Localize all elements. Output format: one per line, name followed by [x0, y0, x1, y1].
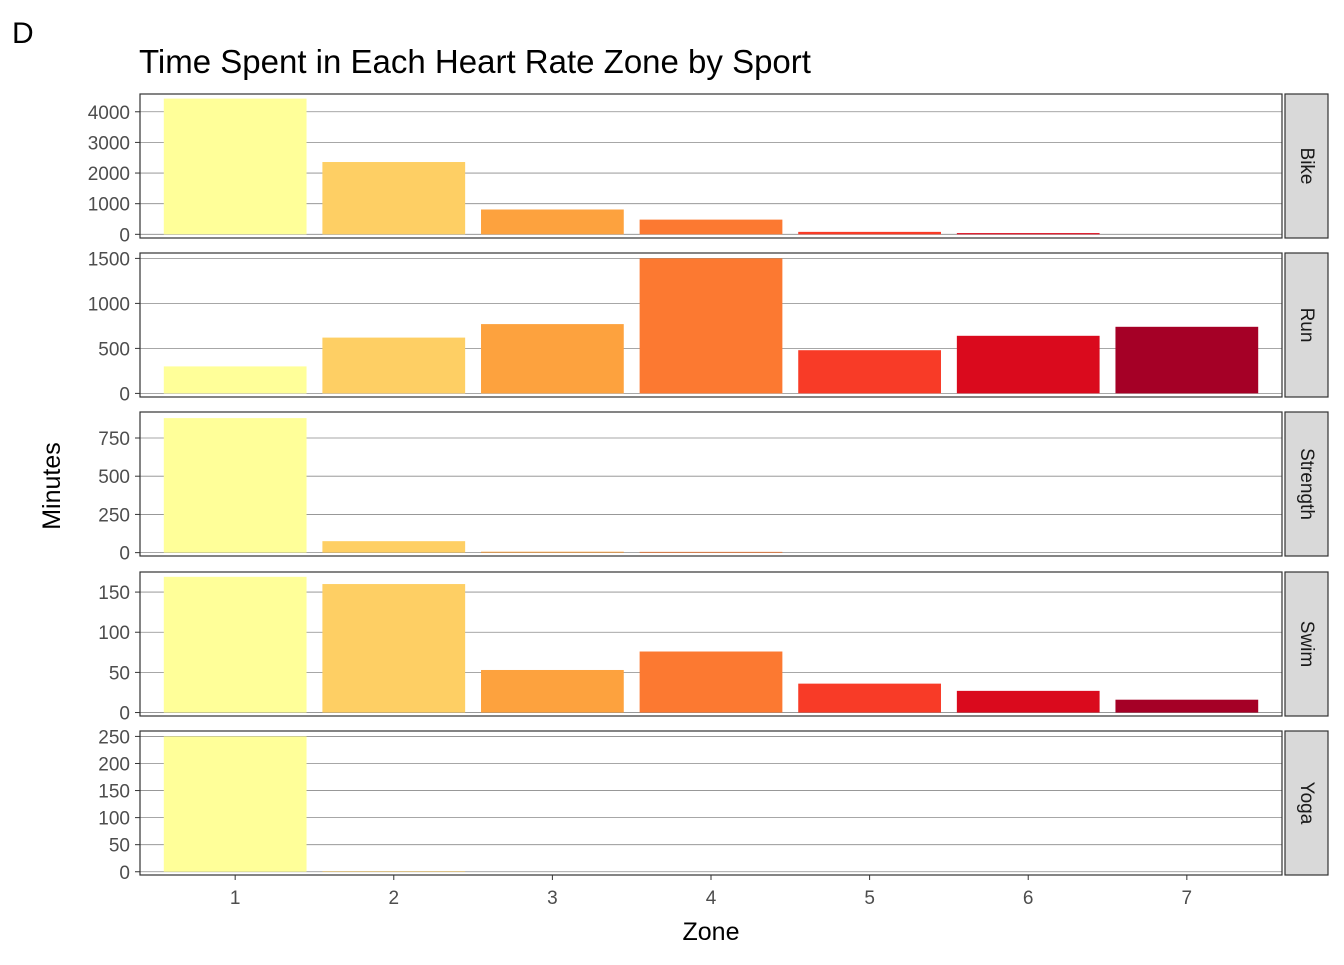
- y-tick-label: 750: [98, 429, 130, 450]
- facet-strip-label: Yoga: [1296, 782, 1317, 825]
- y-tick-label: 500: [98, 467, 130, 488]
- bar-run-zone-5: [798, 350, 941, 393]
- panel-background: [140, 731, 1282, 875]
- x-axis: 1 2 3 4 5 6 7: [230, 875, 1192, 909]
- bar-run-zone-4: [640, 258, 783, 393]
- y-tick-label: 4000: [88, 103, 130, 124]
- y-tick-label: 0: [119, 384, 130, 405]
- x-axis-title: Zone: [683, 918, 740, 946]
- x-tick-label: 5: [864, 888, 875, 909]
- bar-run-zone-3: [481, 324, 624, 393]
- y-tick-label: 150: [98, 782, 130, 803]
- y-tick-label: 250: [98, 505, 130, 526]
- x-tick-label: 2: [388, 888, 399, 909]
- facet-panel-swim: 0 50 100 150 Swim: [98, 572, 1328, 725]
- chart-title: Time Spent in Each Heart Rate Zone by Sp…: [139, 43, 811, 80]
- bar-bike-zone-6: [957, 233, 1100, 234]
- y-tick-label: 1500: [88, 249, 130, 270]
- bar-swim-zone-1: [164, 577, 307, 713]
- facet-panel-strength: 0 250 500 750 Strength: [98, 412, 1328, 565]
- y-tick-label: 0: [119, 544, 130, 565]
- x-tick-label: 6: [1023, 888, 1034, 909]
- bar-swim-zone-3: [481, 670, 624, 713]
- facet-strip-label: Swim: [1296, 621, 1317, 667]
- y-tick-label: 200: [98, 754, 130, 775]
- bar-bike-zone-5: [798, 232, 941, 234]
- bar-swim-zone-7: [1115, 700, 1258, 713]
- y-axis-title: Minutes: [38, 442, 66, 530]
- y-tick-label: 0: [119, 704, 130, 725]
- bar-bike-zone-4: [640, 220, 783, 235]
- panel-background: [140, 412, 1282, 556]
- bar-bike-zone-3: [481, 210, 624, 235]
- panel-tag: D: [12, 17, 34, 50]
- panel-background: [140, 94, 1282, 238]
- bar-swim-zone-6: [957, 691, 1100, 713]
- y-tick-label: 0: [119, 863, 130, 884]
- bar-strength-zone-4: [640, 552, 783, 553]
- bar-run-zone-7: [1115, 327, 1258, 394]
- y-tick-label: 1000: [88, 195, 130, 216]
- bar-strength-zone-3: [481, 552, 624, 553]
- bar-swim-zone-4: [640, 652, 783, 713]
- y-tick-label: 50: [109, 836, 130, 857]
- x-tick-label: 4: [706, 888, 717, 909]
- bar-yoga-zone-1: [164, 736, 307, 871]
- bar-swim-zone-5: [798, 684, 941, 713]
- bar-strength-zone-2: [322, 541, 465, 552]
- y-tick-label: 100: [98, 809, 130, 830]
- x-tick-label: 7: [1182, 888, 1193, 909]
- bar-run-zone-2: [322, 338, 465, 394]
- x-tick-label: 3: [547, 888, 558, 909]
- bar-swim-zone-2: [322, 584, 465, 712]
- facet-strip-label: Strength: [1296, 448, 1317, 520]
- facet-strip-label: Run: [1296, 308, 1317, 343]
- bar-yoga-zone-2: [322, 871, 465, 872]
- bar-run-zone-1: [164, 366, 307, 393]
- bar-bike-zone-2: [322, 162, 465, 234]
- bar-bike-zone-1: [164, 99, 307, 235]
- y-tick-label: 150: [98, 583, 130, 604]
- bar-run-zone-6: [957, 336, 1100, 394]
- y-tick-label: 250: [98, 727, 130, 748]
- y-tick-label: 50: [109, 663, 130, 684]
- y-tick-label: 3000: [88, 133, 130, 154]
- y-tick-label: 1000: [88, 294, 130, 315]
- facet-panel-yoga: 0 50 100 150 200 250 Yoga: [98, 727, 1328, 883]
- y-tick-label: 100: [98, 623, 130, 644]
- bar-strength-zone-1: [164, 418, 307, 553]
- y-tick-label: 0: [119, 225, 130, 246]
- y-tick-label: 2000: [88, 164, 130, 185]
- facet-panel-run: 0 500 1000 1500 Run: [88, 249, 1328, 405]
- y-tick-label: 500: [98, 339, 130, 360]
- facet-panel-bike: 0 1000 2000 3000 4000 Bike: [88, 94, 1328, 246]
- facet-panels: 01000200030004000Bike050010001500Run0250…: [88, 94, 1328, 884]
- facet-strip-label: Bike: [1296, 148, 1317, 185]
- x-tick-label: 1: [230, 888, 241, 909]
